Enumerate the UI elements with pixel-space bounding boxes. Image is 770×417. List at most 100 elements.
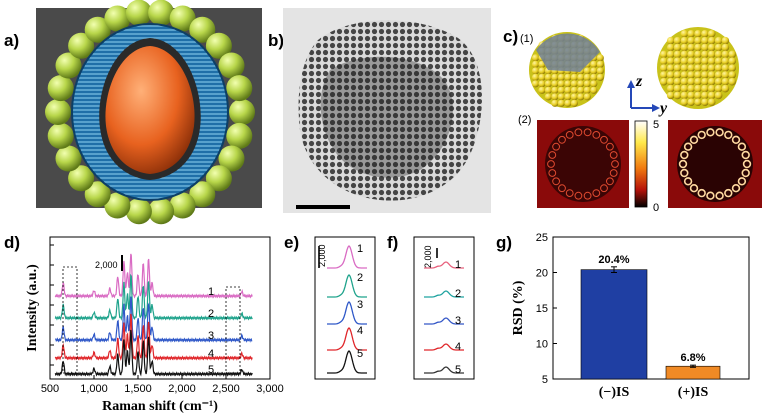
bar-1 [580,269,648,380]
hot-spot [706,191,715,200]
hot-spot [737,142,747,151]
hot-spot [680,168,689,178]
gold-nanoparticle [673,71,682,79]
core-particle [105,46,195,174]
peak-curve-2 [327,274,367,298]
gold-nanoparticle [570,86,579,94]
gold-nanoparticle [577,73,585,81]
axis-z-label: z [635,73,643,90]
spectrum-label: 2 [208,308,214,320]
hot-spot [706,128,715,137]
y-axis-label: RSD (%) [511,280,526,335]
hot-spot [583,128,592,137]
hot-spot [583,191,592,200]
curve-label: 4 [455,341,461,353]
hot-spot [574,128,583,137]
shell-nanosphere [189,16,216,43]
curve-label: 1 [455,259,461,271]
hot-spot [558,184,566,193]
gold-nanoparticle [694,57,702,65]
gold-nanoparticle [714,64,723,72]
hot-spot [547,160,555,168]
gold-nanoparticle [583,86,591,94]
panel-label-d: d) [4,233,20,252]
gold-nanoparticle [701,98,709,106]
gold-nanoparticle [673,91,682,100]
gold-nanoparticle [694,43,702,52]
hot-spot [715,191,724,200]
gold-nanoparticle [660,77,668,86]
gold-nanoparticle [694,30,702,38]
peak-curve-5 [327,350,367,374]
gold-nanoparticle [714,71,723,79]
gold-nanoparticle [538,73,546,81]
gold-nanoparticle [687,71,695,79]
shell-nanosphere [84,181,111,208]
gold-nanoparticle [551,93,559,101]
gold-nanoparticle [694,77,702,86]
hot-spot [697,130,706,140]
shell-nanosphere [55,145,82,172]
x-tick-label: 2,500 [212,383,240,395]
gold-nanoparticle [666,77,675,86]
gold-nanoparticle [714,50,723,59]
gold-nanoparticle [694,64,702,72]
gold-nanoparticle [660,71,668,79]
gold-nanoparticle [544,73,553,81]
region-box-right [225,286,241,374]
gold-nanoparticle [680,71,689,79]
gold-nanoparticle [673,43,682,52]
gold-nanoparticle [714,43,723,52]
hot-spot [715,128,724,137]
gold-nanoparticle [680,84,689,93]
hot-spot [609,169,618,177]
gold-nanoparticle [564,93,572,101]
shell-nanosphere [226,75,253,102]
gold-nanoparticle [660,64,668,72]
gold-nanoparticle [707,84,716,93]
shell-nanosphere [169,192,196,219]
shell-nanosphere [148,0,175,26]
gold-nanoparticle [707,98,716,106]
gold-nanoparticle [707,71,716,79]
gold-nanoparticle [570,80,579,88]
field-map-left [537,120,629,208]
gold-nanoparticle [531,60,540,68]
gold-nanoparticle [694,50,702,59]
hot-spot [600,135,608,144]
gold-nanoparticle [564,80,572,88]
gold-nanoparticle [707,77,716,86]
gold-nanoparticle [583,93,591,101]
gold-nanoparticle [694,91,702,100]
gold-nanoparticle [666,36,675,45]
peak-curve-2 [424,290,464,298]
gold-nanoparticle [687,98,695,106]
x-tick-label: 2,000 [168,383,196,395]
nanoparticle-model-full [657,27,739,109]
hot-spot [552,177,560,186]
gold-nanoparticle [557,73,566,81]
gold-nanoparticle [660,50,668,59]
gold-nanoparticle [666,43,675,52]
plot-frame [49,236,271,380]
hot-spot [565,131,574,139]
gold-nanoparticle [673,57,682,65]
y-tick-label: 15 [536,303,548,315]
hot-spot [731,184,741,193]
gold-nanoparticle [544,93,553,101]
panel-c: (1) z y (2) 5 0 [518,27,762,214]
panel-label-b: b) [268,31,284,50]
hot-spot [606,177,614,186]
gold-nanoparticle [531,73,540,81]
gold-nanoparticle [538,86,546,94]
gold-nanoparticle [583,73,591,81]
curve-label: 4 [357,325,363,337]
sub-label-1: (1) [520,33,533,45]
hot-spot [697,188,706,198]
gold-nanoparticle [557,80,566,88]
gold-nanoparticle [687,91,695,100]
gold-nanoparticle [714,91,723,100]
hot-spot [724,130,733,140]
hot-spot [742,159,752,169]
nanoparticle-model-half [529,32,605,108]
